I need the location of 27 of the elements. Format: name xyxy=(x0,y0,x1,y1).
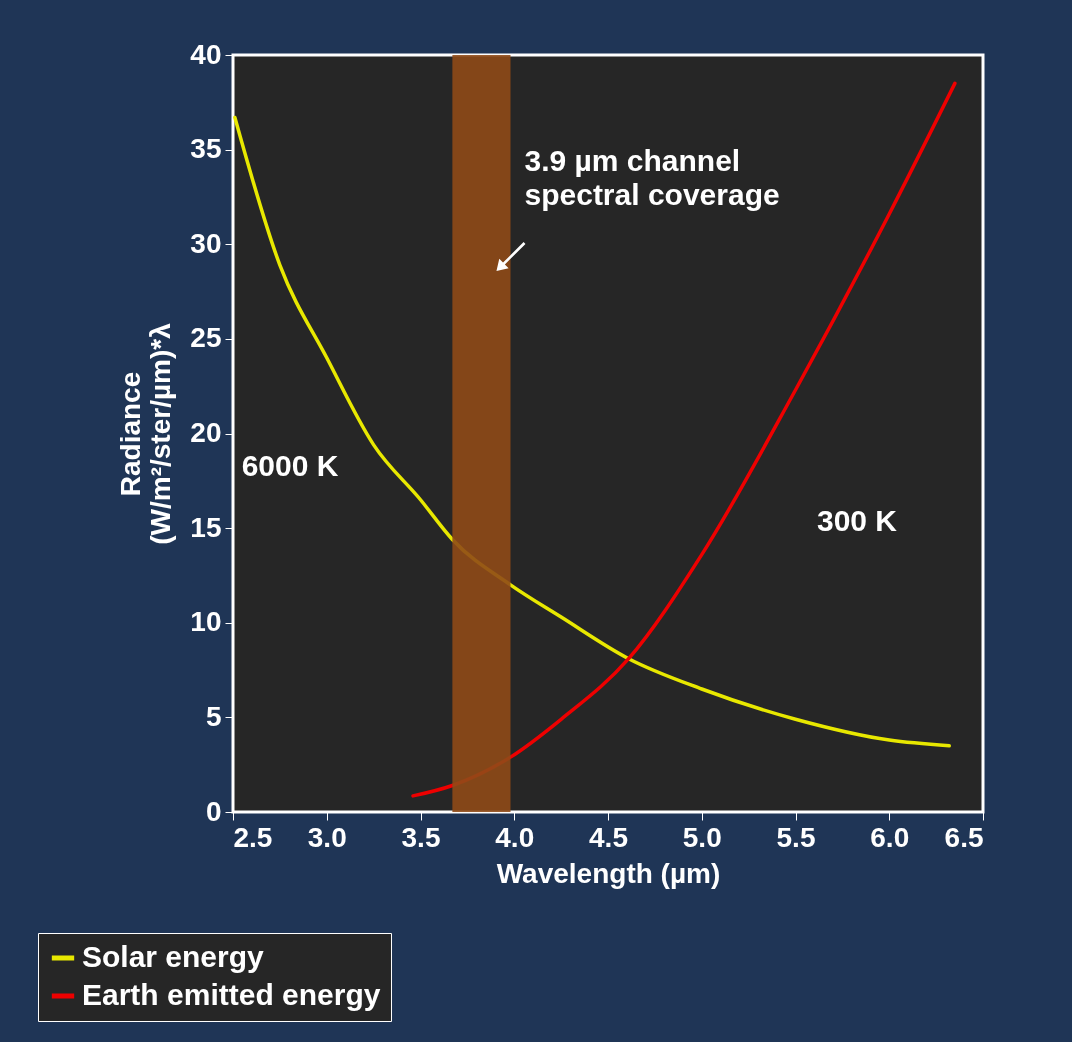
annotation: 6000 K xyxy=(241,449,339,482)
annotation: 300 K xyxy=(816,504,898,537)
x-axis-title: Wavelength (µm) xyxy=(496,857,721,889)
x-tick-label: 3.0 xyxy=(307,821,347,853)
y-tick-label: 40 xyxy=(190,38,222,70)
x-tick-label: 5.0 xyxy=(682,821,722,853)
x-tick-label: 2.5 xyxy=(233,821,273,853)
x-tick-label: 5.5 xyxy=(776,821,816,853)
y-tick-label: 25 xyxy=(190,322,222,354)
x-tick-label: 6.0 xyxy=(870,821,910,853)
x-tick-label: 4.5 xyxy=(589,821,628,853)
band-label: 3.9 µm channel spectral coverage xyxy=(524,144,780,211)
x-tick-label: 6.5 xyxy=(944,821,984,853)
y-tick-label: 0 xyxy=(205,795,222,827)
y-tick-label: 30 xyxy=(190,227,222,259)
y-tick-label: 15 xyxy=(190,511,222,543)
legend-label: Solar energy xyxy=(82,940,265,973)
y-tick-label: 35 xyxy=(190,133,222,165)
x-tick-label: 4.0 xyxy=(495,821,535,853)
y-tick-label: 10 xyxy=(190,606,222,638)
legend-label: Earth emitted energy xyxy=(82,978,381,1011)
y-tick-label: 20 xyxy=(190,417,222,448)
y-tick-label: 5 xyxy=(205,700,222,732)
line-series xyxy=(233,115,951,748)
line-series xyxy=(411,81,957,798)
x-tick-label: 3.5 xyxy=(401,821,441,853)
y-axis-title: Radiance (W/m²/ster/µm)*λ xyxy=(115,322,177,545)
